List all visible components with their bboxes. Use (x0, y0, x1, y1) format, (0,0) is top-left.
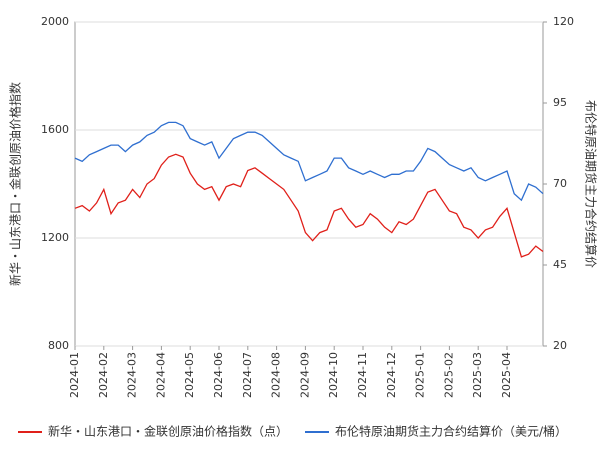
x-tick-label: 2025-02 (442, 352, 455, 398)
x-tick-label: 2024-12 (385, 352, 398, 398)
x-tick-label: 2025-01 (414, 352, 427, 398)
x-tick-label: 2024-04 (154, 352, 167, 398)
x-tick-label: 2024-09 (298, 352, 311, 398)
x-tick-label: 2025-03 (471, 352, 484, 398)
y2-tick-label: 95 (553, 96, 567, 109)
x-tick-label: 2024-07 (241, 352, 254, 398)
plot-frame (74, 21, 544, 347)
y-axis-title: 新华・山东港口・金联创原油价格指数 (8, 82, 23, 286)
x-tick-label: 2024-02 (97, 352, 110, 398)
x-tick-label: 2024-01 (68, 352, 81, 398)
legend-label: 布伦特原油期货主力合约结算价（美元/桶） (335, 424, 567, 439)
y-tick-label: 800 (48, 339, 69, 352)
x-tick-label: 2024-05 (183, 352, 196, 398)
y2-tick-label: 70 (553, 177, 567, 190)
y2-tick-label: 120 (553, 15, 574, 28)
x-tick-label: 2024-11 (356, 352, 369, 398)
x-tick-label: 2024-03 (126, 352, 139, 398)
x-tick-label: 2024-06 (212, 352, 225, 398)
y2-tick-label: 20 (553, 339, 567, 352)
x-tick-label: 2025-04 (500, 352, 513, 398)
legend-label: 新华・山东港口・金联创原油价格指数（点） (48, 424, 288, 439)
series-line (74, 153, 544, 258)
series-line (74, 121, 544, 202)
y-tick-label: 2000 (41, 15, 69, 28)
x-tick-label: 2024-10 (327, 352, 340, 398)
x-tick-label: 2024-08 (270, 352, 283, 398)
y2-axis-title: 布伦特原油期货主力合约结算价 (584, 100, 599, 268)
y-tick-label: 1200 (41, 231, 69, 244)
y2-tick-label: 45 (553, 258, 567, 271)
y-tick-label: 1600 (41, 123, 69, 136)
